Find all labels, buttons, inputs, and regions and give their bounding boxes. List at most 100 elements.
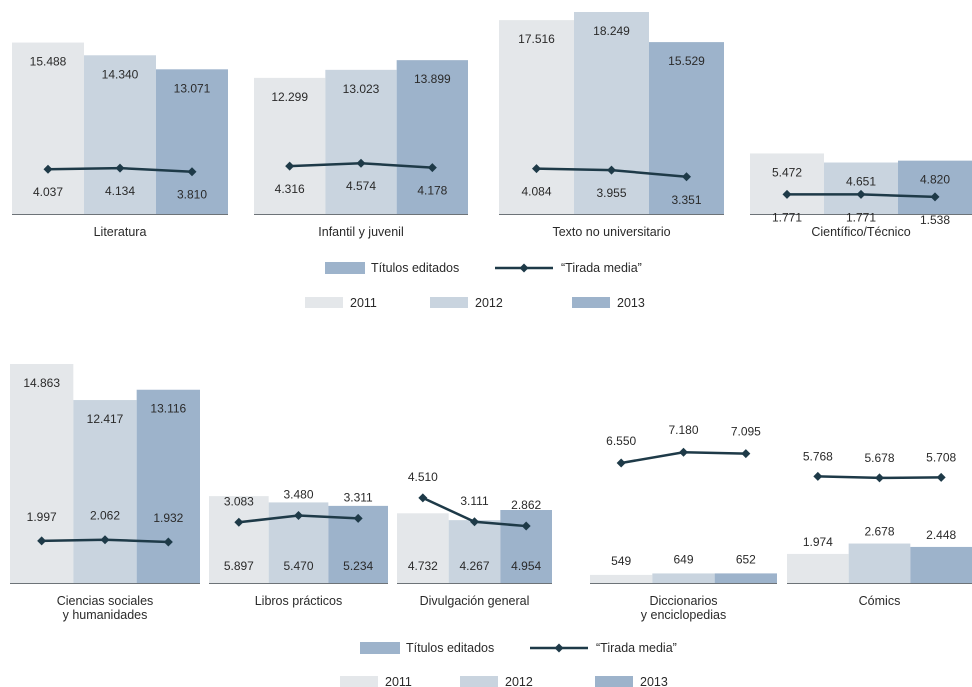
legend-year-swatch-1-2011: [340, 676, 378, 687]
bar-0-1-2012: [325, 69, 397, 215]
tirada-marker-0-1-2: [427, 163, 437, 173]
bar-label-0-2-0: 17.516: [518, 32, 555, 46]
bar-label-0-0-1: 14.340: [102, 67, 139, 81]
bar-label-1-2-0: 4.732: [408, 559, 438, 573]
bar-0-1-2011: [254, 77, 326, 214]
bar-0-0-2013: [156, 69, 228, 214]
line-label-0-1-2: 4.178: [417, 184, 447, 198]
bar-1-4-2013: [910, 546, 972, 583]
legend-year-label-1-2013: 2013: [640, 675, 668, 687]
tirada-marker-1-3-1: [679, 447, 688, 457]
line-label-1-1-0: 3.083: [224, 494, 254, 508]
legend-year-label-1-2011: 2011: [385, 675, 412, 687]
tirada-marker-1-0-1: [100, 535, 110, 545]
bar-1-3-2013: [714, 573, 777, 583]
bar-0-3-2012: [824, 162, 898, 214]
line-label-1-3-1: 7.180: [668, 423, 698, 437]
category-label-1-1-0: Libros prácticos: [255, 594, 343, 608]
legend-year-swatch-1-2013: [595, 676, 633, 687]
legend-year-label-0-2012: 2012: [475, 296, 503, 310]
bar-label-0-1-0: 12.299: [271, 90, 308, 104]
bar-0-3-2013: [898, 160, 972, 214]
line-label-1-3-2: 7.095: [731, 425, 761, 439]
line-label-0-3-0: 1.771: [772, 210, 802, 224]
line-label-0-0-0: 4.037: [33, 185, 63, 199]
legend-year-label-1-2012: 2012: [505, 675, 533, 687]
tirada-marker-0-3-0: [782, 189, 792, 199]
line-label-0-2-0: 4.084: [521, 185, 551, 199]
bar-label-1-4-2: 2.448: [926, 528, 956, 542]
category-label-0-1-0: Infantil y juvenil: [318, 225, 403, 239]
bar-label-1-2-1: 4.267: [459, 559, 489, 573]
line-label-0-0-1: 4.134: [105, 184, 135, 198]
category-label-1-0-0: Ciencias sociales: [57, 594, 154, 608]
legend-bars-label-1: Títulos editados: [406, 641, 494, 655]
bar-label-0-1-1: 13.023: [343, 82, 380, 96]
bar-1-4-2011: [787, 553, 849, 583]
bar-label-1-1-2: 5.234: [343, 559, 373, 573]
category-label-0-0-0: Literatura: [94, 225, 147, 239]
category-label-0-2-0: Texto no universitario: [552, 225, 670, 239]
legend-year-label-0-2013: 2013: [617, 296, 645, 310]
tirada-marker-1-4-2: [936, 472, 946, 482]
tirada-marker-0-3-2: [930, 192, 940, 202]
bar-label-0-0-2: 13.071: [174, 81, 211, 95]
bar-label-1-4-0: 1.974: [803, 535, 833, 549]
tirada-marker-0-1-0: [285, 161, 295, 171]
line-label-0-2-2: 3.351: [671, 193, 701, 207]
line-label-1-0-1: 2.062: [90, 509, 120, 523]
bar-0-2-2012: [574, 12, 649, 214]
bar-label-0-2-2: 15.529: [668, 54, 705, 68]
bar-0-1-2013: [396, 60, 468, 214]
tirada-marker-0-2-0: [532, 164, 541, 174]
bar-1-0-2011: [10, 364, 74, 583]
tirada-marker-1-1-1: [294, 510, 303, 520]
category-label-1-2-0: Divulgación general: [420, 594, 530, 608]
tirada-marker-1-0-0: [37, 536, 47, 546]
bar-label-1-4-1: 2.678: [864, 525, 894, 539]
line-label-1-1-2: 3.311: [344, 490, 373, 504]
legend-bars-swatch-1: [360, 642, 400, 654]
legend-year-swatch-1-2012: [460, 676, 498, 687]
line-label-0-0-2: 3.810: [177, 188, 207, 202]
line-label-0-3-1: 1.771: [846, 210, 876, 224]
line-label-1-3-0: 6.550: [606, 434, 636, 448]
legend-bars-swatch-0: [325, 262, 365, 274]
bar-label-1-3-1: 649: [673, 552, 693, 566]
category-label-1-3-1: y enciclopedias: [641, 608, 726, 622]
bar-label-0-3-0: 5.472: [772, 165, 802, 179]
legend-year-swatch-0-2013: [572, 297, 610, 308]
bar-label-1-0-0: 14.863: [23, 376, 60, 390]
tirada-marker-0-0-0: [43, 164, 53, 174]
tirada-marker-1-0-2: [163, 537, 173, 547]
legend-year-swatch-0-2011: [305, 297, 343, 308]
bar-1-1-2011: [209, 496, 269, 583]
line-label-0-1-1: 4.574: [346, 179, 376, 193]
line-label-0-2-1: 3.955: [596, 186, 626, 200]
line-label-0-3-2: 1.538: [920, 213, 950, 227]
bar-1-2-2011: [397, 513, 449, 583]
tirada-marker-1-2-1: [470, 517, 479, 527]
bar-label-1-2-2: 4.954: [511, 559, 541, 573]
bar-0-0-2011: [12, 42, 84, 214]
line-label-1-2-2: 2.862: [511, 498, 541, 512]
legend-bars-label-0: Títulos editados: [371, 261, 459, 275]
bar-1-3-2011: [590, 574, 653, 583]
line-label-0-1-0: 4.316: [275, 182, 305, 196]
tirada-marker-0-2-1: [607, 165, 616, 175]
bar-label-1-1-1: 5.470: [283, 559, 313, 573]
tirada-marker-0-0-1: [115, 163, 125, 173]
bar-label-1-0-2: 13.116: [150, 402, 186, 416]
tirada-marker-0-3-1: [856, 189, 866, 199]
bar-label-0-1-2: 13.899: [414, 72, 451, 86]
tirada-marker-1-4-1: [875, 473, 884, 483]
line-label-1-4-0: 5.768: [803, 449, 833, 463]
bar-0-2-2011: [499, 20, 574, 215]
tirada-marker-1-1-2: [353, 513, 363, 523]
bar-1-2-2012: [448, 520, 501, 583]
bar-label-1-0-1: 12.417: [87, 412, 124, 426]
legend-line-marker-0: [519, 263, 529, 273]
bar-label-1-3-0: 549: [611, 554, 631, 568]
line-label-1-0-2: 1.932: [153, 511, 183, 525]
